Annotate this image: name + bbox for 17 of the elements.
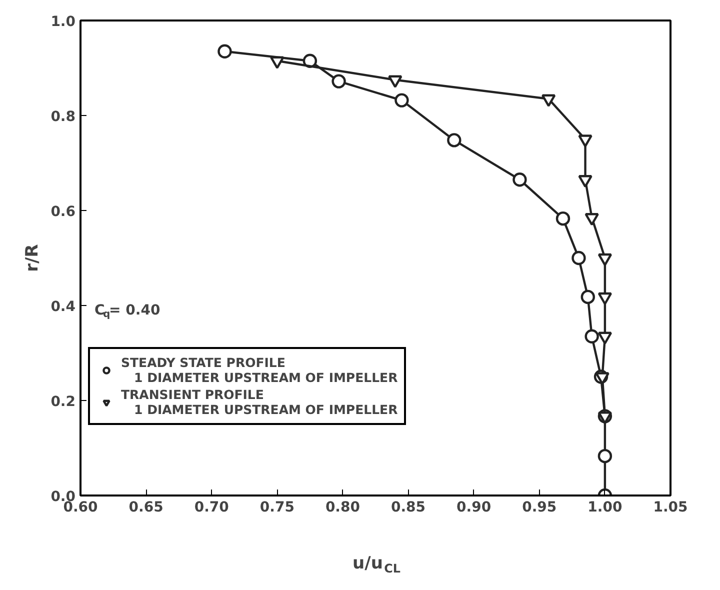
x-tick-label: 0.80 xyxy=(325,500,360,516)
legend-label: STEADY STATE PROFILE 1 DIAMETER UPSTREAM OF IMPELLER xyxy=(121,355,398,385)
x-tick-label: 1.05 xyxy=(653,500,688,516)
x-tick-label: 0.95 xyxy=(522,500,557,516)
y-tick-label: 1.0 xyxy=(50,14,76,30)
legend-label: TRANSIENT PROFILE 1 DIAMETER UPSTREAM OF IMPELLER xyxy=(121,387,398,417)
x-tick-label: 0.85 xyxy=(391,500,426,516)
x-tick-label: 1.00 xyxy=(588,500,622,516)
x-tick-label: 0.75 xyxy=(260,500,294,516)
x-tick-label: 0.70 xyxy=(194,500,230,516)
y-tick-label: 0.4 xyxy=(50,299,76,315)
x-tick-label: 0.65 xyxy=(128,500,164,516)
y-tick-label: 0.2 xyxy=(50,394,76,410)
x-tick-label: 0.90 xyxy=(456,500,492,516)
y-tick-label: 0.8 xyxy=(50,109,76,125)
y-axis-title: r/R xyxy=(22,244,43,272)
y-tick-label: 0.6 xyxy=(50,204,76,220)
